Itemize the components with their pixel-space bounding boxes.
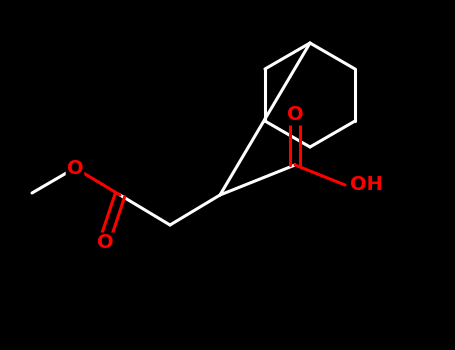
Text: O: O: [287, 105, 303, 125]
Text: O: O: [67, 159, 83, 177]
Text: O: O: [96, 233, 113, 252]
Text: OH: OH: [350, 175, 383, 195]
